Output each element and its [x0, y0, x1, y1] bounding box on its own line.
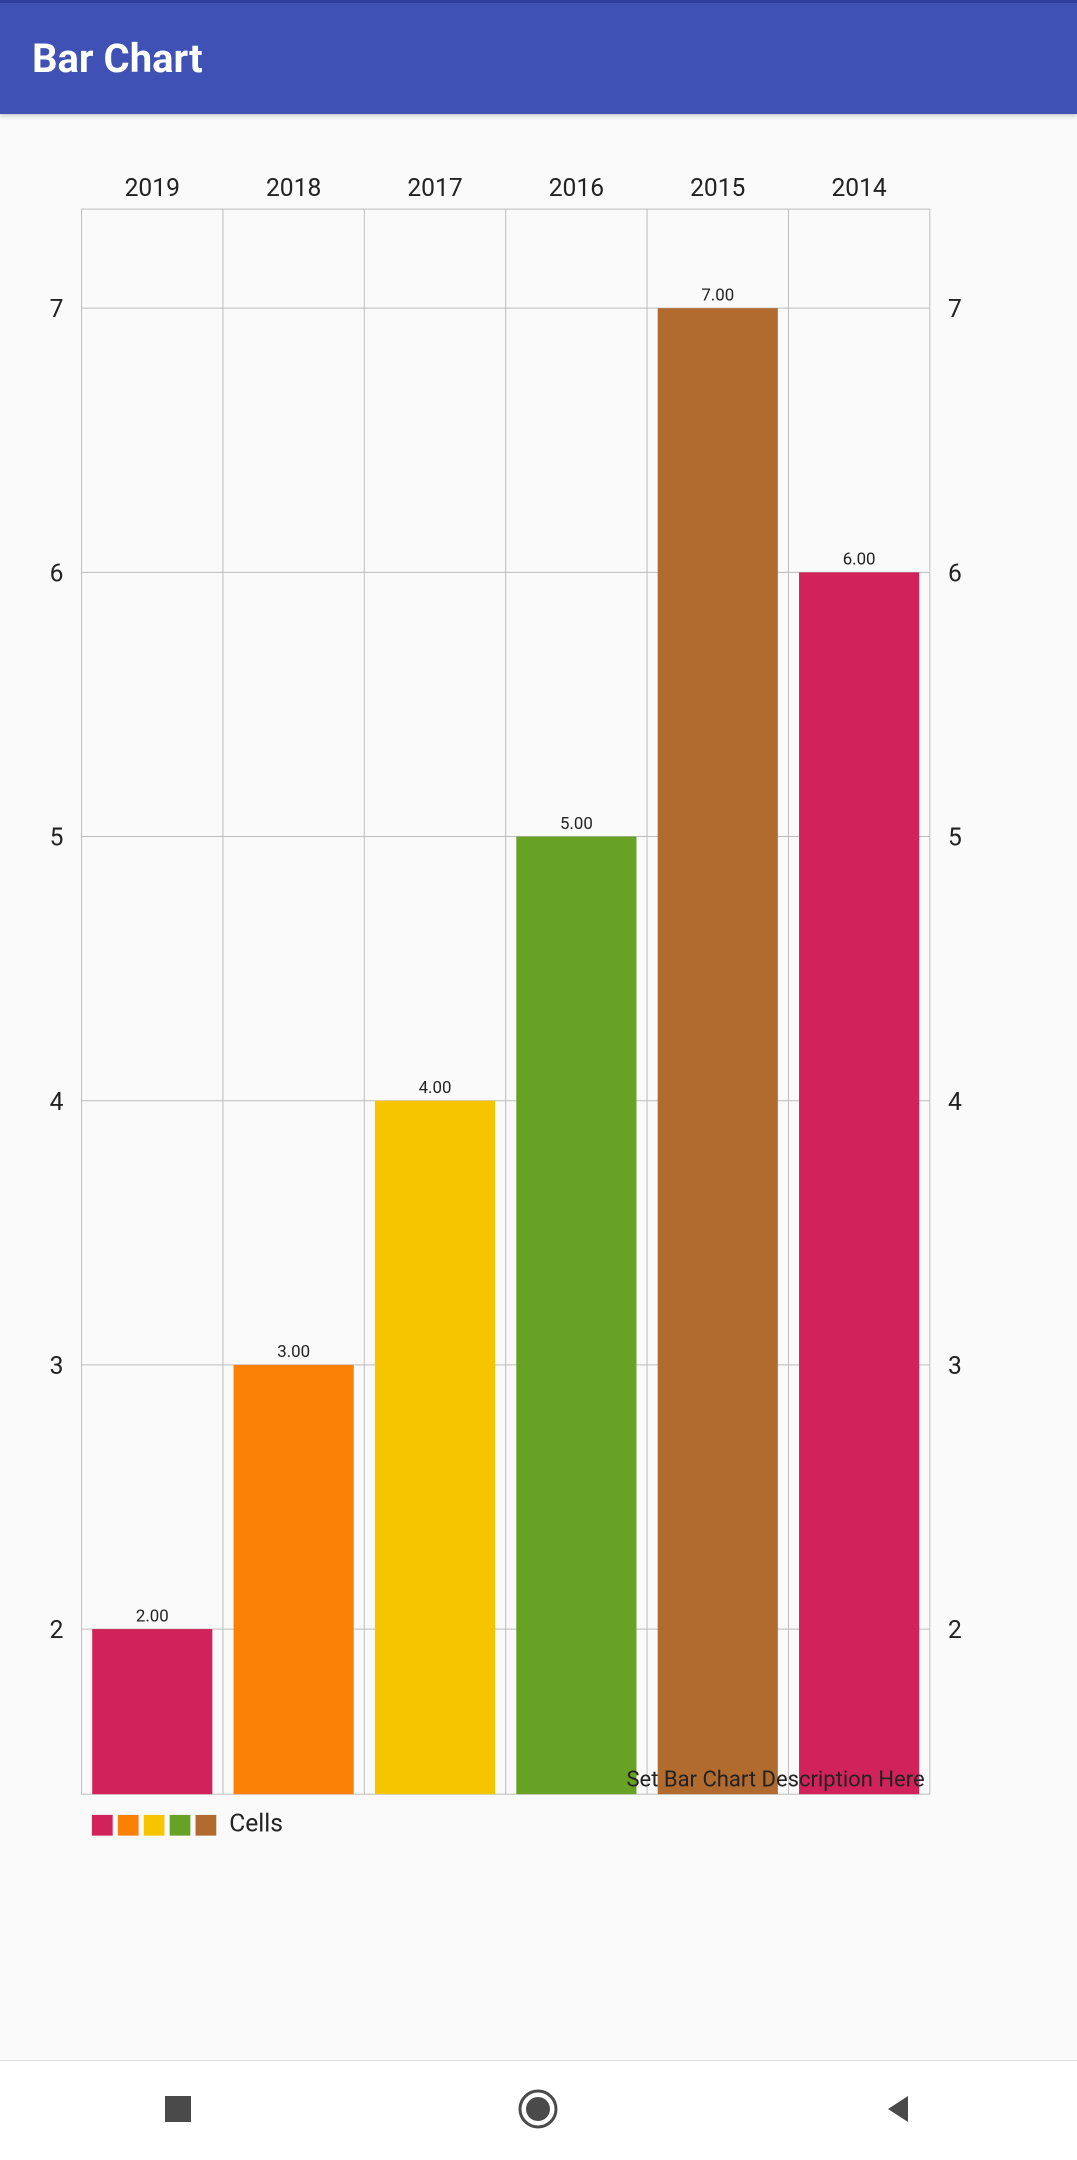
bar[interactable]	[234, 1365, 354, 1794]
recent-apps-button[interactable]	[161, 2092, 195, 2130]
y-axis-tick-left: 5	[50, 824, 64, 853]
y-axis-tick-left: 4	[50, 1088, 64, 1117]
bar[interactable]	[799, 572, 919, 1794]
back-button[interactable]	[882, 2092, 916, 2130]
y-axis-tick-right: 7	[948, 295, 962, 324]
y-axis-tick-right: 2	[948, 1616, 962, 1645]
x-axis-label: 2014	[831, 174, 886, 203]
x-axis-label: 2016	[549, 174, 604, 203]
y-axis-tick-left: 2	[50, 1616, 64, 1645]
app-bar: Bar Chart	[0, 3, 1077, 114]
x-axis-label: 2015	[690, 174, 745, 203]
system-nav-bar	[0, 2060, 1077, 2160]
x-axis-label: 2018	[266, 174, 321, 203]
content-area: 2 2 3 3 4 4 5 5 6 6 7 7 2019 2018 2017 2016 2015 2014 2.00…	[0, 114, 1077, 2060]
legend-swatch	[196, 1815, 217, 1836]
legend-swatch	[118, 1815, 139, 1836]
y-axis-tick-right: 4	[948, 1088, 962, 1117]
legend-swatch	[170, 1815, 191, 1836]
bar-value-label: 6.00	[843, 550, 876, 570]
y-axis-tick-right: 6	[948, 559, 962, 588]
chart-description: Set Bar Chart Description Here	[626, 1767, 924, 1792]
bar-value-label: 5.00	[560, 814, 593, 834]
x-axis-label: 2019	[125, 174, 180, 203]
legend-label: Cells	[229, 1810, 283, 1839]
bar-chart[interactable]: 2 2 3 3 4 4 5 5 6 6 7 7 2019 2018 2017 2016 2015 2014 2.00…	[0, 134, 1077, 2060]
bar-value-label: 2.00	[136, 1606, 169, 1626]
y-axis-tick-left: 3	[50, 1352, 64, 1381]
bar-value-label: 3.00	[277, 1342, 310, 1362]
y-axis-tick-right: 5	[948, 824, 962, 853]
bar[interactable]	[516, 837, 636, 1795]
y-axis-tick-left: 6	[50, 559, 64, 588]
bar[interactable]	[375, 1101, 495, 1794]
bar[interactable]	[658, 308, 778, 1794]
legend-swatch	[144, 1815, 165, 1836]
bar-value-label: 4.00	[419, 1078, 452, 1098]
x-axis-label: 2017	[407, 174, 462, 203]
y-axis-tick-right: 3	[948, 1352, 962, 1381]
page-title: Bar Chart	[32, 35, 203, 82]
home-button[interactable]	[516, 2087, 560, 2135]
bar-value-label: 7.00	[701, 285, 734, 305]
legend-swatch	[92, 1815, 113, 1836]
chart-svg: 2 2 3 3 4 4 5 5 6 6 7 7 2019 2018 2017 2016 2015 2014 2.00…	[0, 134, 1077, 2060]
y-axis-tick-left: 7	[50, 295, 64, 324]
bar[interactable]	[92, 1629, 212, 1794]
